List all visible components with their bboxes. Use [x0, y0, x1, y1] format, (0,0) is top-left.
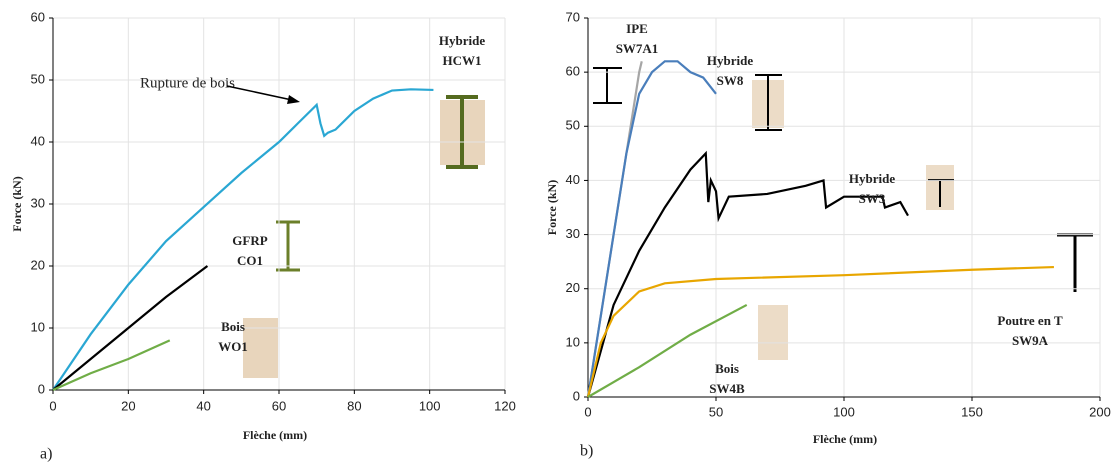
x-tick-label: 80 — [347, 398, 361, 413]
y-tick-label: 20 — [566, 280, 580, 295]
x-tick-label: 50 — [709, 404, 723, 419]
series-label: SW7A1 — [616, 41, 659, 56]
series-label: SW9A — [1012, 333, 1049, 348]
series-label: WO1 — [218, 339, 248, 354]
data-line — [586, 60, 717, 398]
x-axis-title: Flèche (mm) — [813, 432, 877, 446]
x-tick-label: 40 — [196, 398, 210, 413]
y-tick-label: 10 — [31, 319, 45, 334]
x-tick-label: 150 — [961, 404, 983, 419]
series-label: SW4B — [709, 381, 745, 396]
series-label: IPE — [626, 21, 648, 36]
i-beam-icon — [755, 74, 782, 131]
y-tick-label: 70 — [566, 9, 580, 24]
y-tick-label: 30 — [566, 226, 580, 241]
series-label: GFRP — [232, 233, 267, 248]
y-tick-label: 50 — [31, 71, 45, 86]
t-beam-icon — [1057, 233, 1093, 292]
data-line — [586, 265, 1054, 398]
y-tick-label: 60 — [31, 9, 45, 24]
i-beam-icon — [276, 220, 300, 272]
annotation-arrow — [226, 85, 293, 101]
data-line — [587, 303, 748, 398]
x-tick-label: 100 — [833, 404, 855, 419]
data-line — [52, 265, 209, 391]
x-tick-label: 200 — [1089, 404, 1111, 419]
y-tick-label: 50 — [566, 118, 580, 133]
arrow-head — [287, 95, 300, 104]
annotation: Rupture de bois — [140, 75, 235, 91]
series-label: SW8 — [717, 73, 744, 88]
x-tick-label: 0 — [584, 404, 591, 419]
wood-photo — [243, 318, 278, 378]
i-beam-icon — [446, 95, 478, 169]
i-beam-icon — [593, 67, 622, 104]
x-axis-title: Flèche (mm) — [243, 428, 307, 442]
y-tick-label: 10 — [566, 334, 580, 349]
x-tick-label: 120 — [494, 398, 516, 413]
y-axis-title: Force (kN) — [545, 180, 559, 235]
series-label: Bois — [221, 319, 245, 334]
x-tick-label: 60 — [272, 398, 286, 413]
x-tick-label: 20 — [121, 398, 135, 413]
decorations — [243, 67, 1093, 378]
series-label: Bois — [715, 361, 739, 376]
series-label: Poutre en T — [997, 313, 1063, 328]
y-axis-title: Force (kN) — [10, 176, 24, 231]
y-tick-label: 0 — [573, 388, 580, 403]
y-tick-label: 20 — [31, 257, 45, 272]
panel-label: b) — [580, 443, 593, 460]
y-tick-label: 60 — [566, 64, 580, 79]
panel-label: a) — [40, 446, 52, 463]
wood-photo — [758, 305, 788, 360]
data-line — [586, 150, 909, 398]
y-tick-label: 30 — [31, 195, 45, 210]
series-label: HCW1 — [443, 53, 482, 68]
series-label: SW3 — [859, 191, 886, 206]
series-label: Hybride — [849, 171, 895, 186]
series-label: CO1 — [237, 253, 263, 268]
y-tick-label: 40 — [31, 133, 45, 148]
x-tick-label: 100 — [419, 398, 441, 413]
y-tick-label: 40 — [566, 172, 580, 187]
data-line — [52, 339, 171, 392]
data-line — [52, 88, 434, 391]
series-label: Hybride — [707, 53, 753, 68]
x-tick-label: 0 — [49, 398, 56, 413]
series-label: Hybride — [439, 33, 485, 48]
y-tick-label: 0 — [38, 381, 45, 396]
